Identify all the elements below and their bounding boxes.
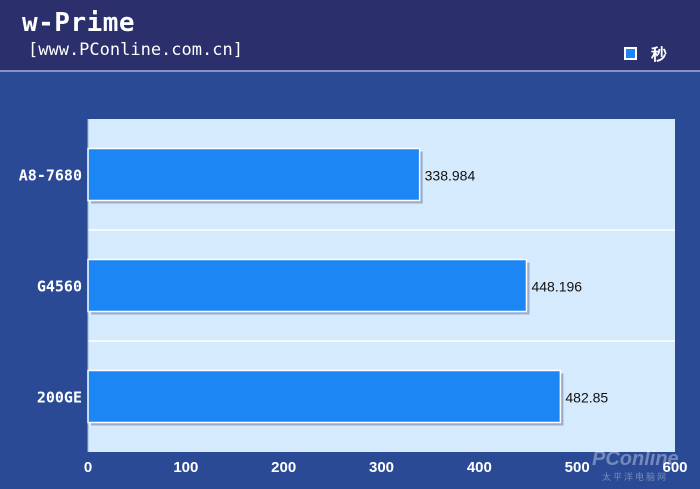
bar-value-label: 482.85 (565, 390, 608, 406)
x-tick-label: 200 (271, 459, 296, 476)
chart-title: w-Prime (22, 8, 136, 38)
category-label: G4560 (37, 278, 82, 296)
x-tick-label: 600 (662, 459, 687, 476)
bar (87, 258, 528, 313)
category-label: 200GE (37, 389, 82, 407)
bar (87, 147, 421, 202)
legend-label: 秒 (651, 45, 668, 64)
legend-swatch (624, 46, 637, 60)
bar-value-label: 448.196 (531, 279, 582, 295)
bar-value-label: 338.984 (425, 168, 476, 184)
chart-subtitle: [www.PConline.com.cn] (28, 40, 243, 60)
watermark-cn: 太平洋电脑网 (602, 473, 669, 483)
x-tick-label: 300 (369, 459, 394, 476)
bar (87, 369, 562, 424)
legend: 秒 (624, 41, 667, 65)
x-tick-label: 0 (84, 459, 92, 476)
x-tick-label: 100 (173, 459, 198, 476)
chart-header: w-Prime [www.PConline.com.cn] 秒 (0, 0, 700, 72)
x-tick-label: 500 (565, 459, 590, 476)
watermark-logo: PConline (592, 448, 679, 470)
x-tick-labels: 0 100 200 300 400 500 600 (84, 459, 688, 476)
category-labels: A8-7680 G4560 200GE (19, 167, 82, 407)
x-tick-label: 400 (467, 459, 492, 476)
category-label: A8-7680 (19, 167, 82, 185)
bars: 338.984 448.196 482.85 (87, 147, 608, 426)
